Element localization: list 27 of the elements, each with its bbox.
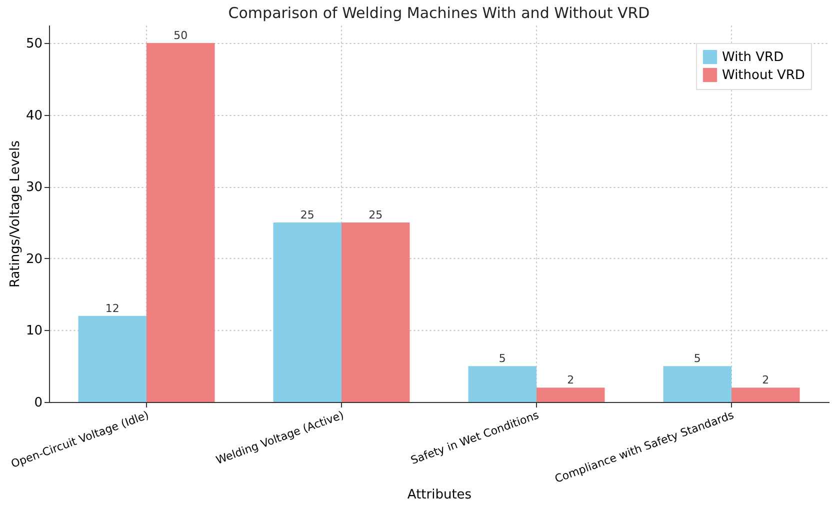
data-label: 5 (694, 352, 701, 366)
legend-label: With VRD (722, 50, 784, 65)
data-label: 25 (300, 208, 314, 222)
y-tick-label: 10 (26, 324, 42, 339)
data-label: 2 (567, 374, 574, 387)
y-tick-label: 40 (26, 108, 42, 124)
bar (663, 366, 732, 402)
bar (342, 222, 410, 402)
bar (146, 42, 215, 402)
bar (78, 316, 146, 402)
data-label: 50 (174, 28, 188, 42)
y-tick-label: 20 (26, 252, 42, 267)
legend-label: Without VRD (722, 68, 805, 83)
x-axis-title: Attributes (407, 488, 472, 503)
bar (273, 222, 342, 402)
bar (732, 388, 800, 402)
y-tick-label: 50 (26, 36, 42, 52)
y-tick-label: 0 (34, 396, 42, 410)
y-tick-label: 30 (26, 180, 42, 196)
chart-title: Comparison of Welding Machines With and Without VRD (228, 4, 650, 22)
data-label: 5 (498, 352, 506, 366)
bar (468, 366, 536, 402)
bar (536, 388, 605, 402)
y-axis-title: Ratings/Voltage Levels (8, 140, 23, 288)
data-label: 12 (105, 302, 120, 315)
data-label: 2 (762, 374, 770, 387)
data-label: 25 (368, 208, 383, 222)
